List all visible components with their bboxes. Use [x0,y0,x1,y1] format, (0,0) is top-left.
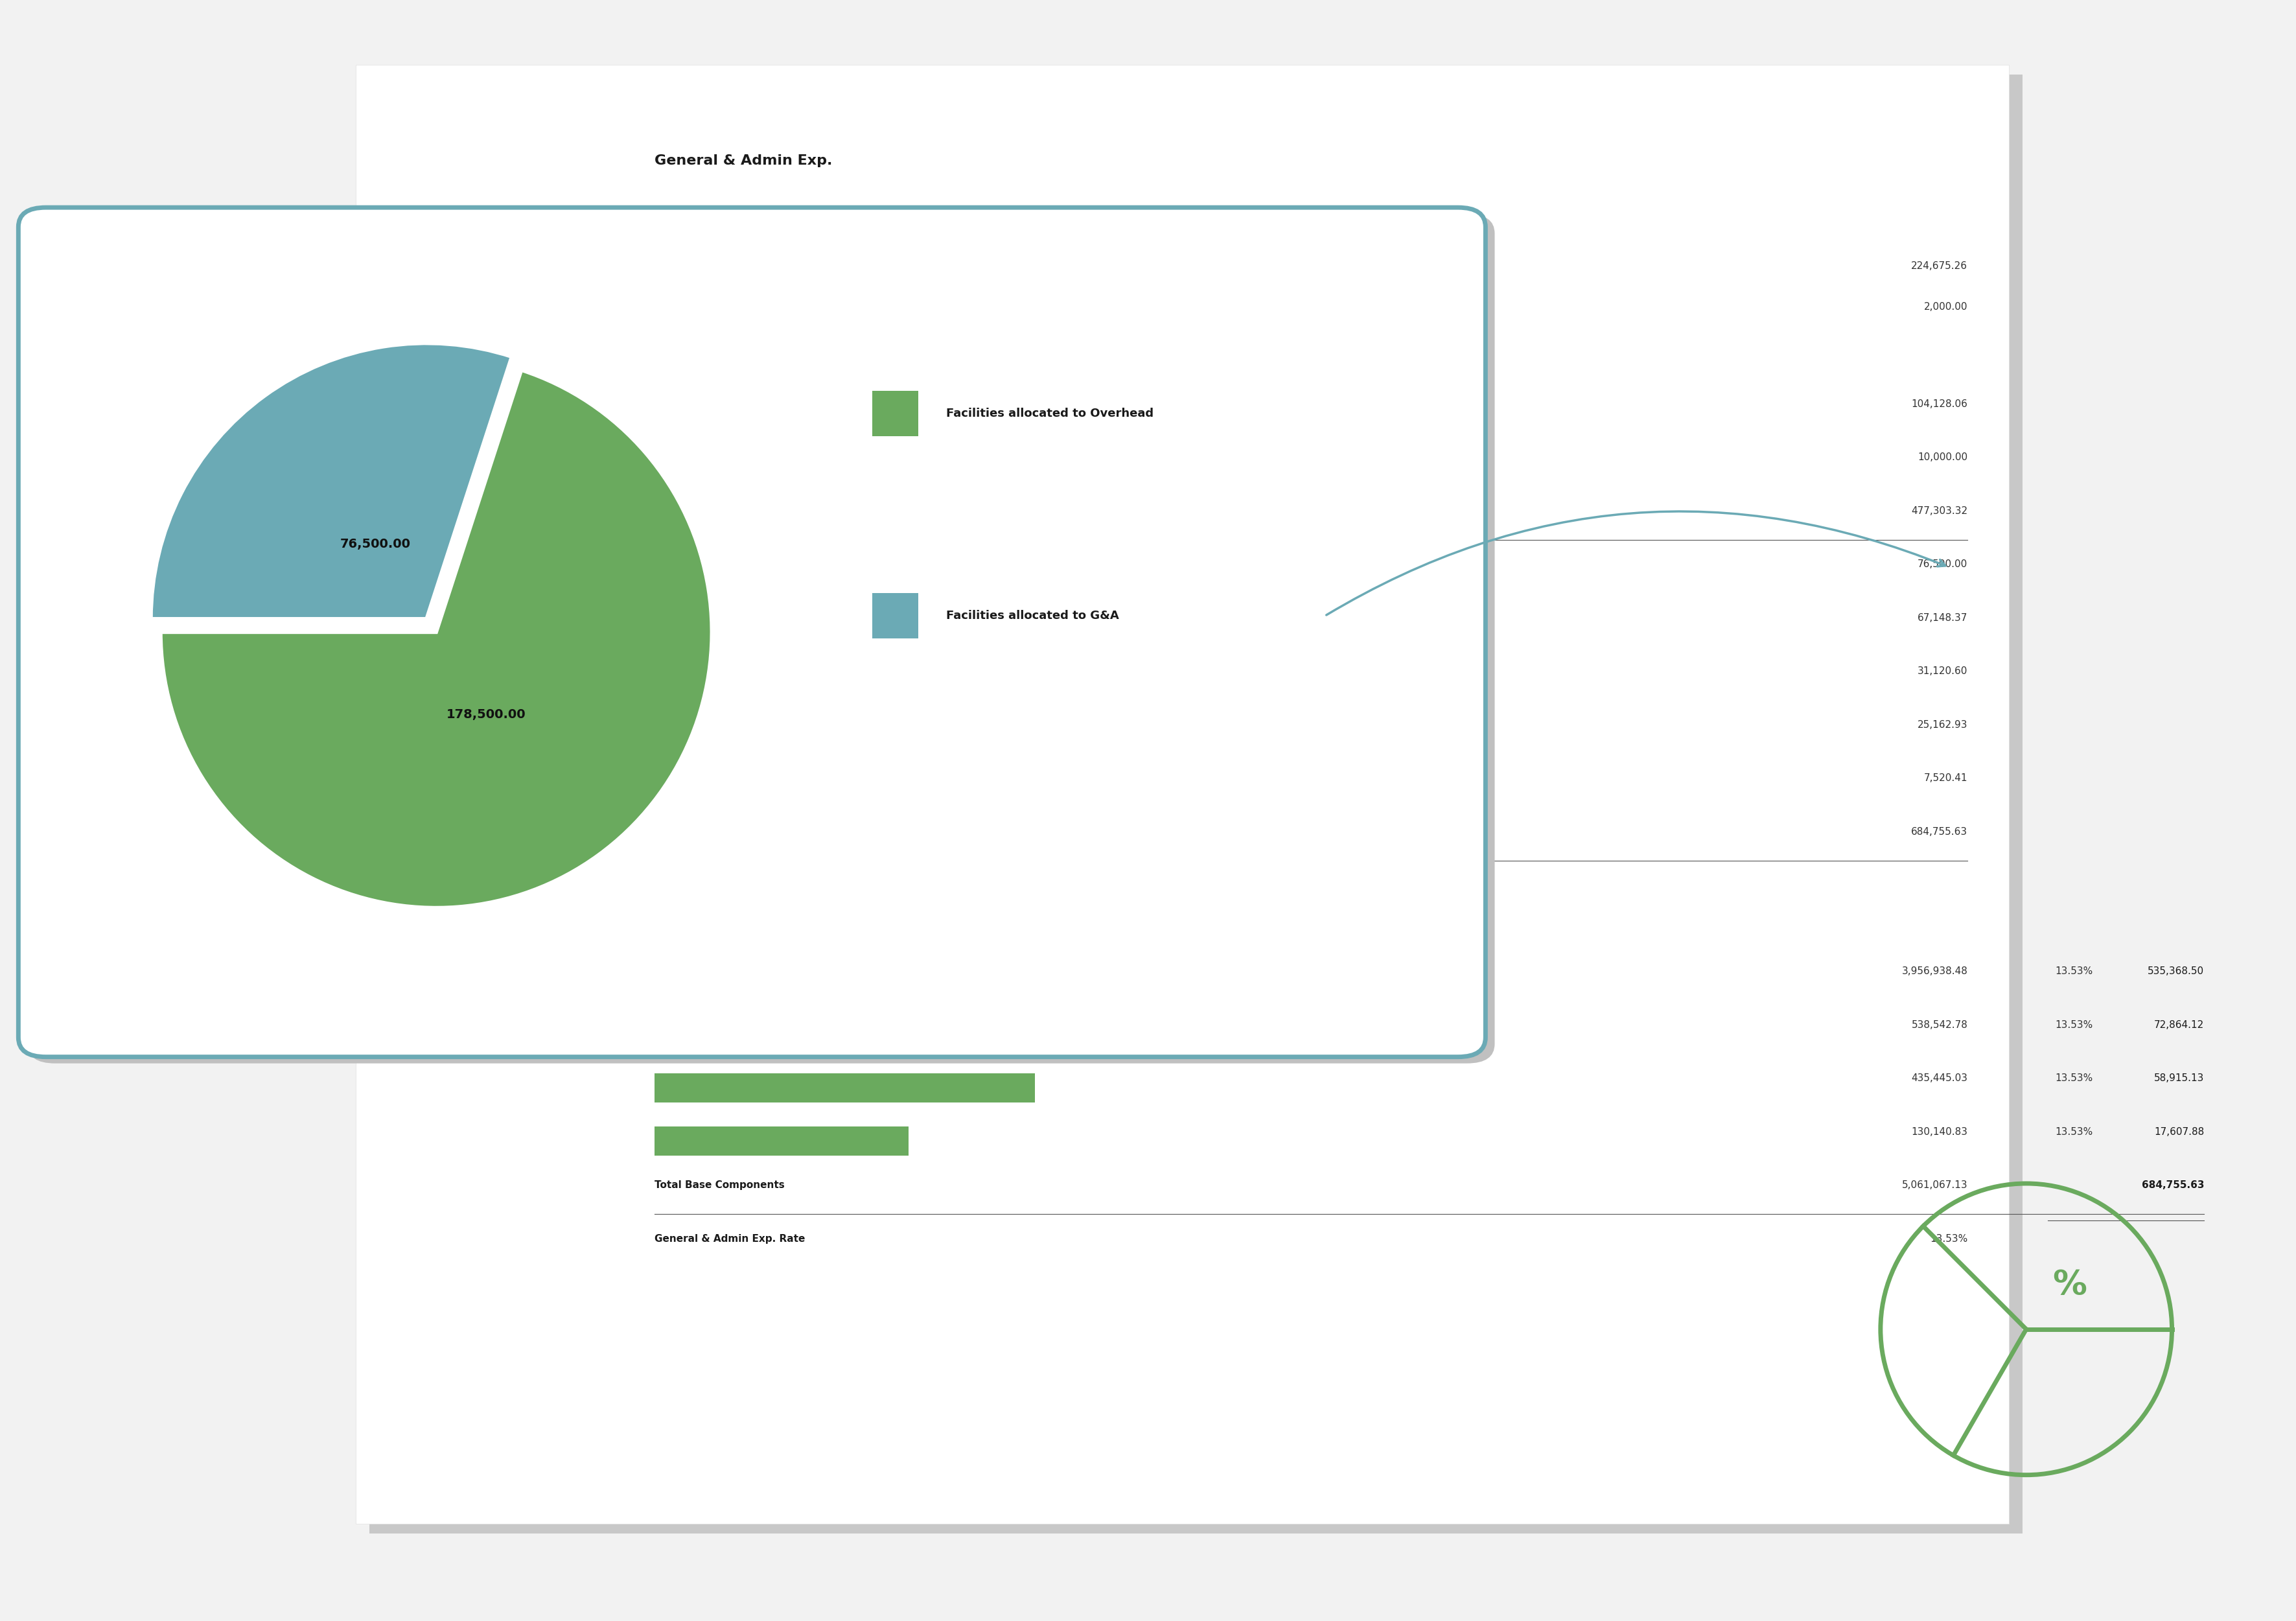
Text: Pool Components: Pool Components [654,211,755,222]
Wedge shape [161,370,712,908]
Text: Facilities allocated to Overhead: Facilities allocated to Overhead [946,407,1153,420]
Bar [654,720,1100,749]
Text: Base Components: Base Components [654,913,744,922]
FancyBboxPatch shape [18,207,1486,1057]
Bar [654,261,1091,290]
Text: 2,000.00: 2,000.00 [1924,302,1968,311]
Text: 72,864.12: 72,864.12 [2154,1020,2204,1029]
Bar [654,1073,1035,1102]
Text: Total Pool Components: Total Pool Components [654,827,767,836]
Text: Total Base Components: Total Base Components [654,1180,785,1190]
Text: 13.53%: 13.53% [2055,1073,2092,1083]
Bar [654,302,955,331]
Bar [654,613,1068,642]
FancyBboxPatch shape [370,75,2023,1533]
Text: 31,120.60: 31,120.60 [1917,666,1968,676]
Bar [654,966,1226,995]
Text: 67,148.37: 67,148.37 [1917,613,1968,622]
Text: 435,445.03: 435,445.03 [1910,1073,1968,1083]
Text: 7,520.41: 7,520.41 [1924,773,1968,783]
Bar [654,339,1035,368]
FancyBboxPatch shape [356,65,2009,1524]
Text: 25,162.93: 25,162.93 [1917,720,1968,729]
Bar [654,399,1035,428]
Text: 104,128.06: 104,128.06 [1910,399,1968,408]
Text: Total 7000 · General & Admin Exp.: Total 7000 · General & Admin Exp. [654,506,824,515]
Bar [872,391,918,436]
Text: 684,755.63: 684,755.63 [2142,1180,2204,1190]
Bar [872,593,918,639]
Bar [654,1020,1100,1049]
Text: 538,542.78: 538,542.78 [1910,1020,1968,1029]
Text: General & Admin Exp. Rate: General & Admin Exp. Rate [654,1234,806,1243]
Text: 17,607.88: 17,607.88 [2154,1127,2204,1136]
Text: 13.53%: 13.53% [2055,1127,2092,1136]
Text: 13.53%: 13.53% [1931,1234,1968,1243]
Text: General & Admin Exp.: General & Admin Exp. [654,154,831,167]
Text: 684,755.63: 684,755.63 [1910,827,1968,836]
Text: 58,915.13: 58,915.13 [2154,1073,2204,1083]
Bar [654,666,1003,695]
Text: 13.53%: 13.53% [2055,966,2092,976]
Text: 76,500.00: 76,500.00 [340,538,411,550]
Text: 5,061,067.13: 5,061,067.13 [1901,1180,1968,1190]
Text: 535,368.50: 535,368.50 [2147,966,2204,976]
Text: 10,000.00: 10,000.00 [1917,452,1968,462]
Text: %: % [2053,1269,2087,1302]
Bar [654,1127,909,1156]
Wedge shape [152,344,512,619]
Bar [654,559,1146,588]
Text: 13.53%: 13.53% [2055,1020,2092,1029]
Text: 3,956,938.48: 3,956,938.48 [1901,966,1968,976]
Text: 178,500.00: 178,500.00 [445,708,526,721]
Text: 224,675.26: 224,675.26 [1910,261,1968,271]
FancyBboxPatch shape [28,214,1495,1063]
Text: Facilities allocated to G&A: Facilities allocated to G&A [946,609,1118,622]
Text: 76,500.00: 76,500.00 [1917,559,1968,569]
FancyArrowPatch shape [1327,511,1945,614]
Text: 477,303.32: 477,303.32 [1910,506,1968,515]
Text: 130,140.83: 130,140.83 [1910,1127,1968,1136]
